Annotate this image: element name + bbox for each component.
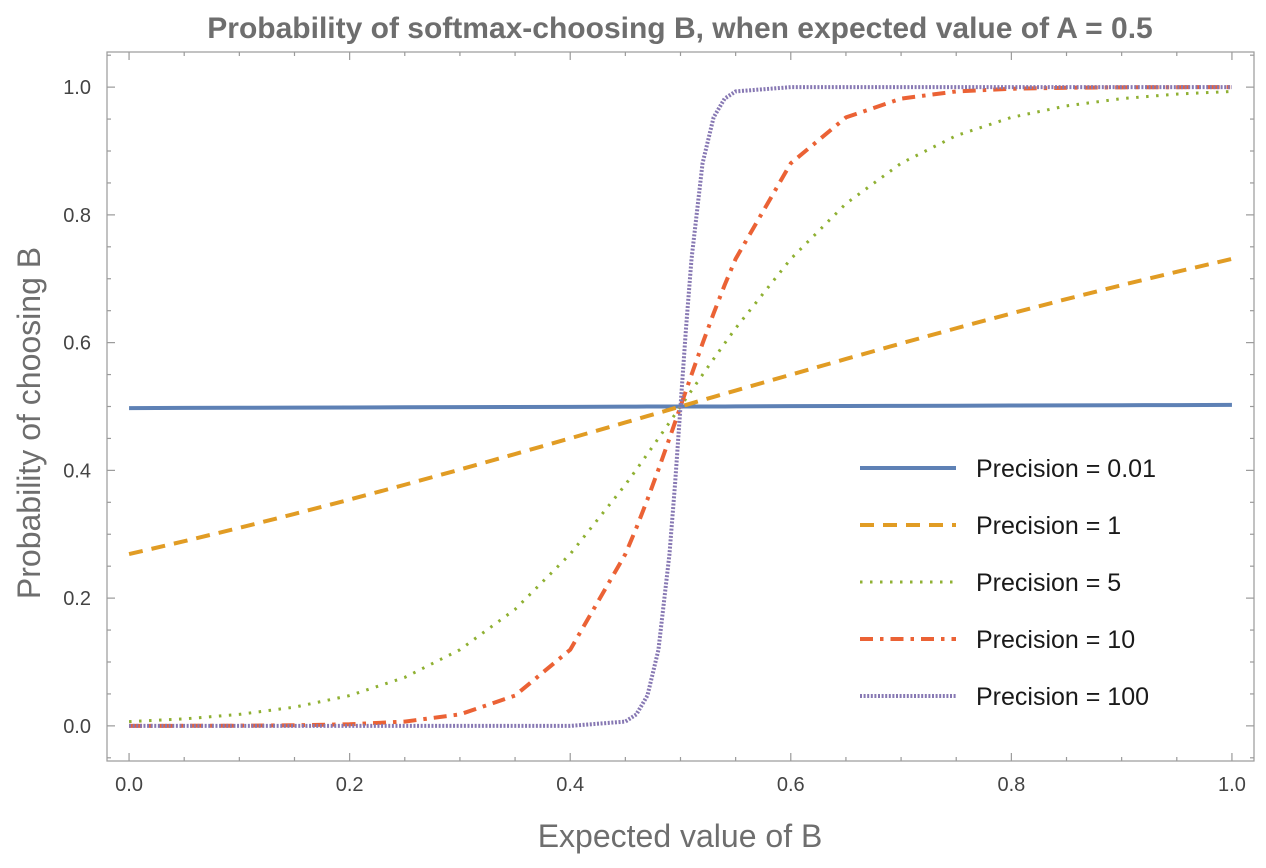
x-tick-label: 0.6: [777, 774, 805, 796]
x-tick-label: 1.0: [1218, 774, 1246, 796]
x-tick-label: 0.8: [997, 774, 1025, 796]
y-tick-label: 0.4: [63, 460, 91, 482]
x-tick-label: 0.2: [336, 774, 364, 796]
axis-ticks: 0.0 0.2 0.4 0.6 0.8 1.0 0.0 0.2 0.4 0.6 0.8 1.0: [63, 52, 1254, 796]
series-line-4: [129, 85, 1232, 728]
x-axis-label: Expected value of B: [538, 818, 823, 854]
series-line-1: [129, 402, 1232, 411]
y-tick-label: 0.2: [63, 588, 91, 610]
legend-label-1: Precision = 0.01: [976, 455, 1156, 483]
legend: Precision = 0.01 Precision = 1 Precision =…: [860, 455, 1156, 711]
x-tick-label: 0.4: [556, 774, 584, 796]
series-line-2: [128, 256, 1233, 557]
legend-label-5: Precision = 100: [976, 683, 1149, 711]
y-tick-label: 1.0: [63, 77, 91, 99]
chart-title: Probability of softmax-choosing B, when …: [207, 12, 1152, 45]
legend-label-4: Precision = 10: [976, 626, 1135, 654]
x-tick-label: 0.0: [115, 774, 143, 796]
y-tick-label: 0.8: [63, 205, 91, 227]
legend-label-3: Precision = 5: [976, 569, 1121, 597]
series-lines: [128, 85, 1233, 728]
y-tick-label: 0.0: [63, 716, 91, 738]
legend-label-2: Precision = 1: [976, 512, 1121, 540]
y-axis-label: Probability of choosing B: [11, 247, 47, 599]
y-tick-label: 0.6: [63, 333, 91, 355]
series-line-3: [128, 89, 1233, 724]
